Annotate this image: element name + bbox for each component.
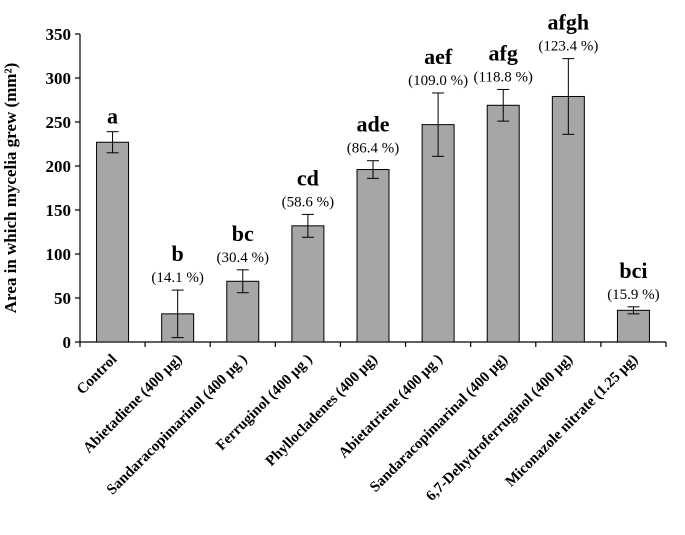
y-axis-label: Area in which mycelia grew (mm²) <box>1 63 20 313</box>
percent-label: (14.1 %) <box>151 270 204 286</box>
y-axis: 0 50 100 150 200 250 300 350 <box>46 25 81 352</box>
y-tick-label: 300 <box>46 69 72 88</box>
annotations: a (14.1 %) b (30.4 %) bc (58.6 %) cd (86.4 %) ad… <box>107 10 660 303</box>
y-tick-label: 0 <box>63 333 72 352</box>
y-tick-label: 50 <box>54 289 71 308</box>
percent-label: (58.6 %) <box>282 194 335 210</box>
x-axis <box>79 341 667 347</box>
bars <box>96 95 650 343</box>
bar <box>356 169 390 343</box>
bar <box>616 309 650 343</box>
significance-letter: cd <box>297 165 319 190</box>
significance-letter: bci <box>619 258 647 283</box>
category-label: Sandaracopimarinal (400 μg) <box>367 352 511 496</box>
bar <box>421 124 455 343</box>
error-bars <box>106 58 640 339</box>
y-tick-label: 200 <box>46 157 72 176</box>
percent-label: (118.8 %) <box>474 69 533 85</box>
percent-label: (123.4 %) <box>538 39 598 55</box>
significance-letter: b <box>172 241 184 266</box>
significance-letter: afg <box>489 40 518 65</box>
y-tick-label: 150 <box>46 201 72 220</box>
significance-letter: bc <box>232 221 254 246</box>
category-label: Miconazole nitrate (1.25 μg) <box>503 352 642 491</box>
bar <box>551 95 585 343</box>
category-label: Phyllocladenes (400 μg) <box>263 352 381 470</box>
y-tick-label: 350 <box>46 25 72 44</box>
bar <box>486 104 520 343</box>
percent-label: (15.9 %) <box>607 287 660 303</box>
y-tick-label: 100 <box>46 245 72 264</box>
percent-label: (30.4 %) <box>217 250 270 266</box>
category-label: Sandaracopimarinol (400 μg ) <box>104 352 251 499</box>
significance-letter: ade <box>357 112 390 137</box>
y-tick-label: 250 <box>46 113 72 132</box>
significance-letter: a <box>107 104 118 129</box>
significance-letter: afgh <box>548 10 590 35</box>
percent-label: (86.4 %) <box>347 141 400 157</box>
percent-label: (109.0 %) <box>408 73 468 89</box>
category-label: Control <box>74 352 120 398</box>
bar <box>96 141 130 343</box>
significance-letter: aef <box>424 44 453 69</box>
bar <box>291 225 325 343</box>
